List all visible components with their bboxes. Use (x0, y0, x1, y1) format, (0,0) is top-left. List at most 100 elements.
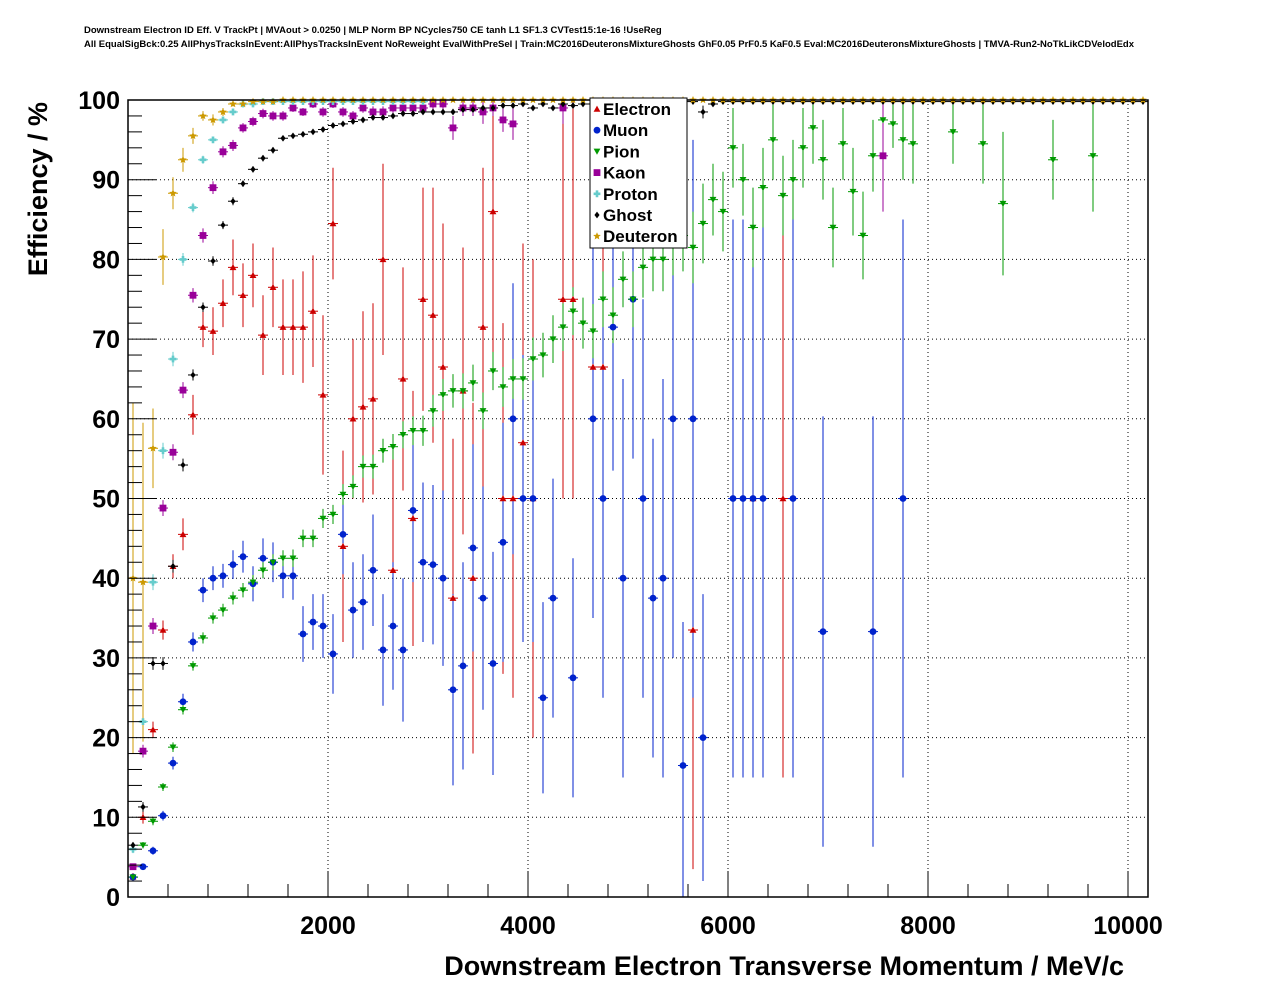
muon-point (349, 606, 357, 614)
muon-point (239, 553, 247, 561)
pion-point (759, 184, 767, 192)
ghost-point (360, 116, 366, 124)
pion-point (729, 145, 737, 152)
legend-marker-pion (593, 148, 601, 155)
kaon-point (289, 104, 297, 112)
pion-point (879, 117, 887, 124)
ghost-point (550, 104, 556, 112)
electron-point (349, 415, 357, 422)
legend-marker-muon (593, 126, 601, 134)
electron-point (599, 363, 607, 370)
kaon-point (409, 104, 417, 112)
electron-point (689, 626, 697, 633)
muon-point (389, 622, 397, 630)
kaon-point (249, 118, 257, 125)
deuteron-point (229, 99, 237, 108)
electron-point (219, 299, 227, 306)
electron-point (489, 208, 497, 215)
electron-point (519, 439, 527, 446)
pion-point (859, 232, 867, 239)
pion-point (979, 141, 987, 148)
pion-point (489, 368, 497, 375)
y-tick-label: 80 (92, 246, 120, 274)
legend-label-electron: Electron (603, 100, 671, 119)
pion-point (769, 137, 777, 144)
electron-point (409, 515, 417, 522)
muon-point (459, 662, 467, 670)
legend-marker-deuteron (593, 232, 601, 240)
muon-point (429, 561, 437, 569)
kaon-point (229, 142, 237, 149)
grid-layer (128, 100, 1148, 897)
kaon-point (129, 863, 137, 871)
kaon-point (139, 747, 147, 755)
ghost-point (400, 110, 406, 117)
legend-label-kaon: Kaon (603, 164, 646, 183)
muon-point (639, 495, 647, 502)
muon-point (659, 574, 667, 582)
y-tick-label: 60 (92, 406, 120, 434)
pion-point (419, 428, 427, 435)
pion-point (429, 408, 437, 415)
pion-point (309, 535, 317, 542)
tick-layer (128, 115, 1129, 897)
pion-point (149, 818, 157, 825)
muon-point (469, 544, 477, 552)
pion-point (649, 256, 657, 263)
kaon-point (279, 112, 287, 120)
muon-point (409, 507, 417, 514)
pion-point (1049, 157, 1057, 164)
x-tick-label: 6000 (700, 912, 756, 940)
muon-point (339, 530, 347, 538)
x-tick-label: 10000 (1093, 912, 1163, 940)
muon-point (739, 495, 747, 502)
electron-point (369, 395, 377, 402)
pion-point (599, 296, 607, 303)
kaon-point (429, 100, 437, 108)
kaon-point (269, 112, 277, 120)
muon-point (219, 572, 227, 580)
deuteron-point (199, 111, 207, 120)
kaon-point (369, 108, 377, 116)
kaon-point (149, 622, 157, 630)
deuteron-point (139, 578, 147, 586)
electron-point (269, 283, 277, 291)
ghost-point (200, 303, 206, 311)
proton-point (189, 204, 197, 211)
pion-point (719, 208, 727, 215)
pion-point (589, 328, 597, 335)
muon-point (609, 323, 617, 331)
muon-point (869, 628, 877, 635)
pion-point (609, 312, 617, 319)
ghost-point (300, 130, 306, 138)
ghost-point (180, 461, 186, 469)
electron-point (399, 375, 407, 382)
proton-point (229, 108, 237, 116)
electron-point (249, 271, 257, 279)
pion-point (619, 276, 627, 283)
muon-point (679, 762, 687, 769)
electron-point (419, 295, 427, 302)
muon-point (789, 495, 797, 502)
muon-point (689, 415, 697, 423)
ghost-point (270, 146, 276, 154)
pion-point (219, 607, 227, 614)
muon-point (189, 638, 197, 646)
kaon-point (219, 148, 227, 156)
ghost-point (420, 108, 426, 116)
muon-point (449, 686, 457, 694)
legend-label-ghost: Ghost (603, 206, 652, 225)
legend-marker-kaon (593, 169, 601, 176)
electron-point (299, 323, 307, 330)
pion-point (229, 595, 237, 602)
muon-point (299, 630, 307, 638)
ghost-point (440, 108, 446, 116)
muon-point (209, 574, 217, 582)
kaon-point (499, 116, 507, 124)
proton-point (209, 136, 217, 144)
muon-point (259, 554, 267, 562)
ghost-point (570, 102, 576, 109)
muon-point (489, 660, 497, 667)
tick-label-layer: 2000 4000 6000 8000 10000 0 10 20 30 40 50 60 70 80 90… (78, 87, 1162, 940)
ghost-point (520, 100, 526, 108)
